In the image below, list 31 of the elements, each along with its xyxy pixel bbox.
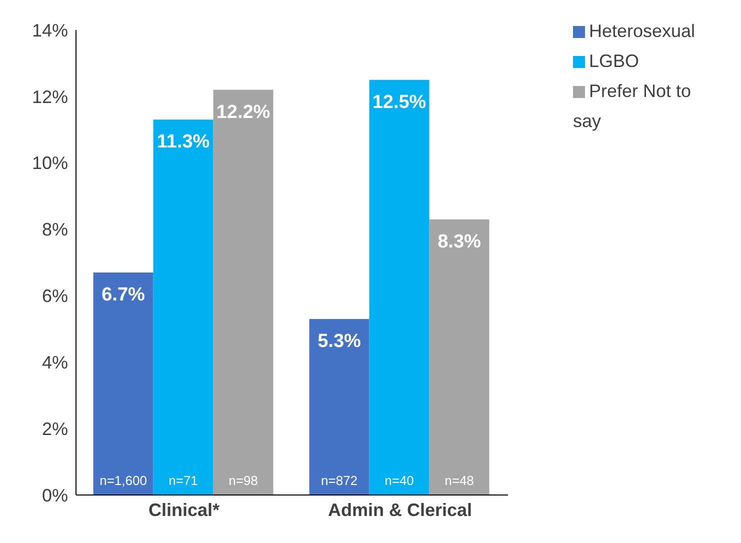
bar: [429, 219, 490, 495]
y-tick-label: 14%: [32, 20, 68, 40]
data-label: 12.5%: [372, 92, 426, 113]
data-label: 6.7%: [102, 284, 146, 306]
data-label: 5.3%: [318, 330, 362, 352]
y-tick-label: 8%: [42, 220, 68, 240]
legend-label: Heterosexual: [589, 21, 696, 41]
x-tick-label: Clinical*: [148, 500, 220, 520]
x-tick-label: Admin & Clerical: [328, 500, 472, 520]
annotation: n=98: [228, 473, 258, 488]
data-label: 8.3%: [438, 231, 482, 252]
data-label: 12.2%: [216, 102, 270, 123]
annotation: n=872: [321, 473, 358, 488]
bar: [309, 318, 370, 495]
legend-label: LGBO: [589, 51, 640, 71]
annotation: n=71: [168, 473, 198, 488]
annotation: n=40: [384, 473, 414, 488]
y-tick-label: 6%: [42, 286, 68, 306]
data-label: 11.3%: [156, 132, 210, 153]
bar: [153, 120, 214, 495]
bar: [369, 80, 430, 495]
y-tick-label: 12%: [32, 86, 68, 107]
y-tick-label: 4%: [42, 352, 68, 373]
y-tick-label: 10%: [32, 153, 68, 174]
bar: [213, 90, 274, 495]
legend-label: Prefer Not to say: [573, 81, 692, 131]
bar: [93, 272, 154, 495]
annotation: n=1,600: [100, 473, 147, 488]
y-tick-label: 2%: [42, 418, 68, 439]
y-tick-label: 0%: [42, 485, 68, 506]
annotation: n=48: [444, 473, 474, 488]
